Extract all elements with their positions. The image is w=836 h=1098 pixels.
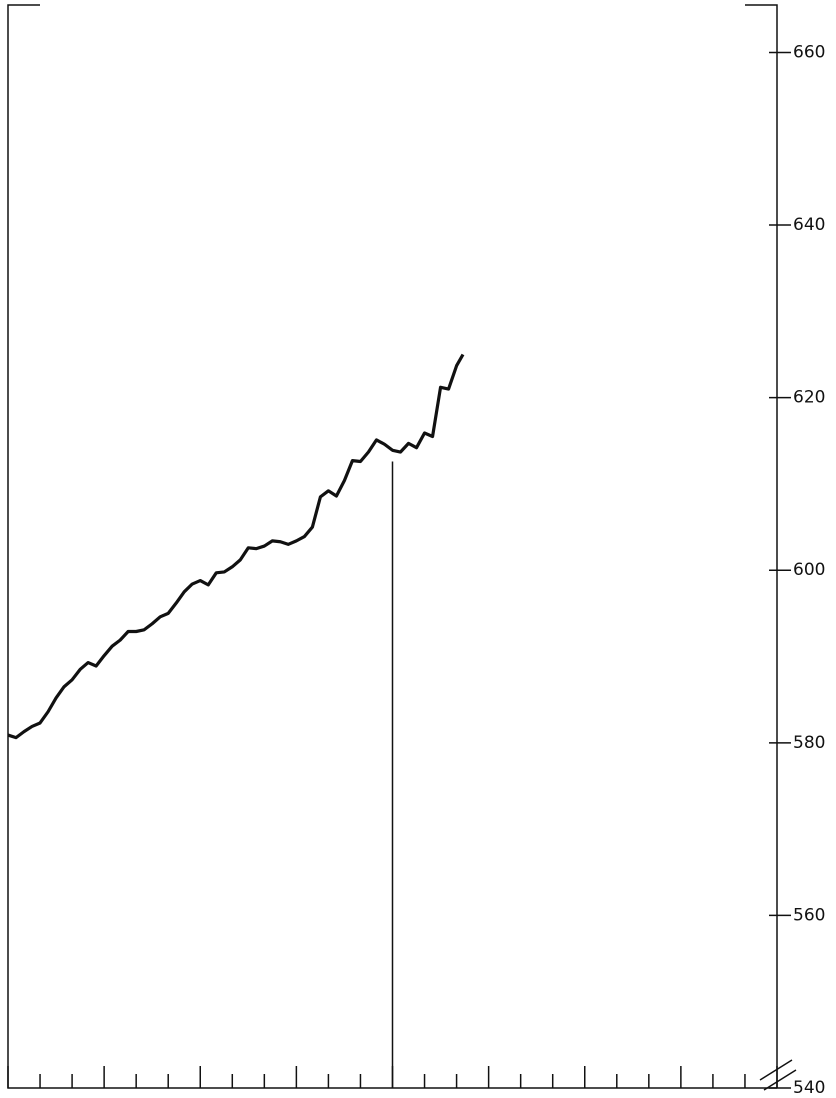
axis-break bbox=[759, 1059, 797, 1091]
data-line bbox=[7, 353, 465, 740]
y-tick-label: 620 bbox=[793, 388, 825, 408]
y-tick-label: 580 bbox=[793, 733, 825, 753]
y-tick-label: 600 bbox=[793, 560, 825, 580]
y-tick-label: 640 bbox=[793, 215, 825, 235]
y-tick-label: 660 bbox=[793, 42, 825, 62]
y-tick-label: 540 bbox=[793, 1078, 825, 1098]
y-tick-label: 560 bbox=[793, 905, 825, 925]
